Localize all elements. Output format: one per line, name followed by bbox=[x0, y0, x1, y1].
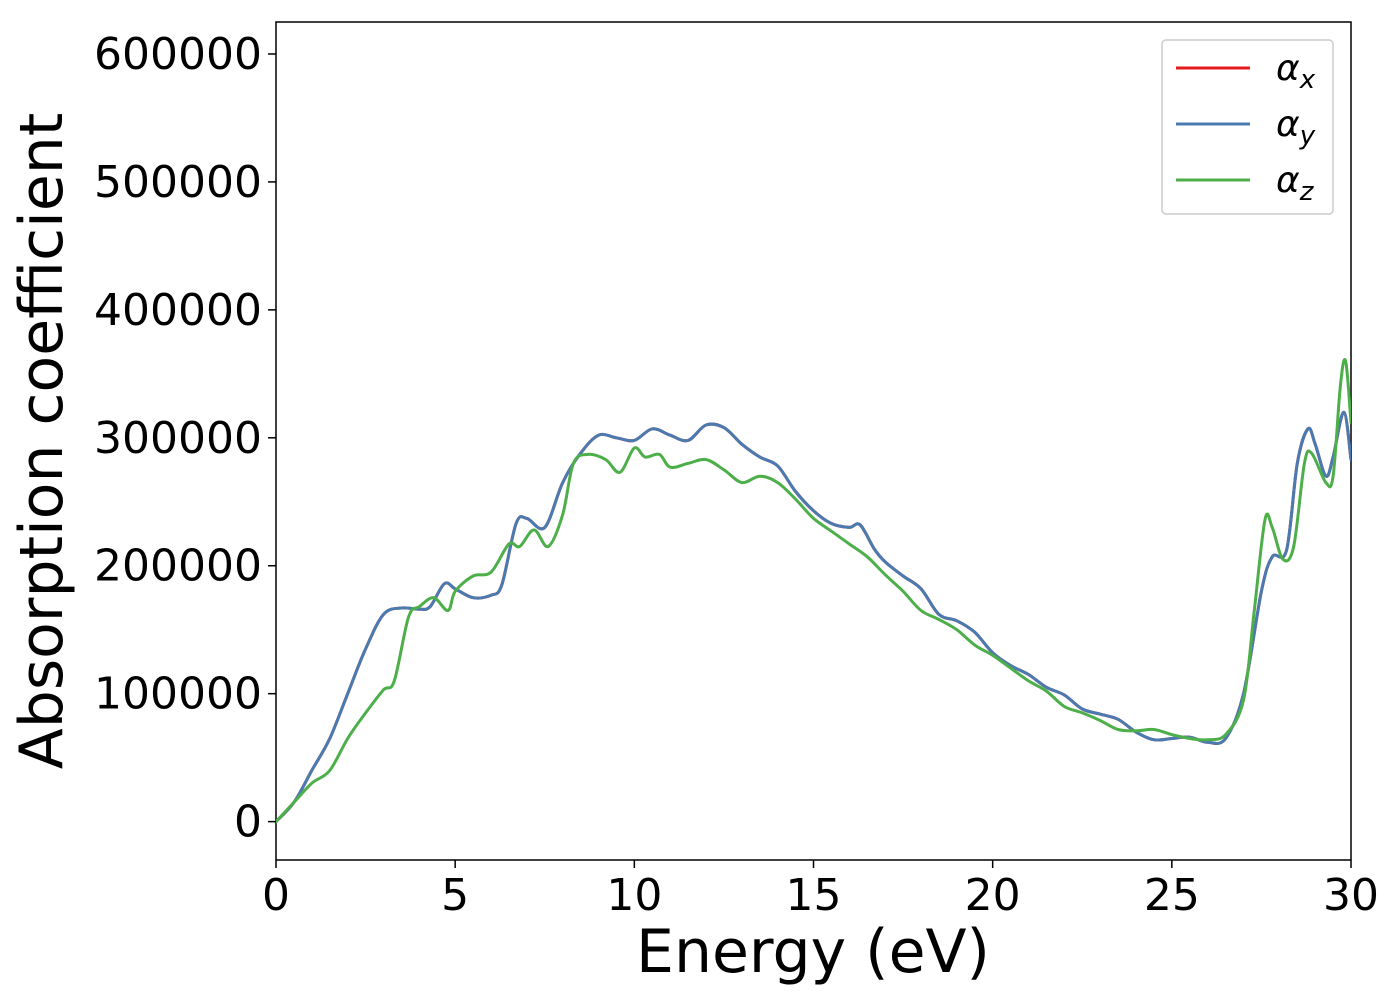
series-line-y bbox=[276, 410, 1351, 824]
x-tick-label: 20 bbox=[965, 870, 1021, 921]
legend-label-x: αx bbox=[1276, 48, 1316, 95]
series-line-x bbox=[276, 410, 1351, 824]
legend-label-subscript: z bbox=[1299, 177, 1315, 207]
y-tick-label: 300000 bbox=[94, 413, 262, 464]
legend-label-base: α bbox=[1276, 104, 1300, 145]
y-tick-label: 100000 bbox=[94, 669, 262, 720]
series-line-z bbox=[276, 358, 1351, 824]
x-tick-label: 30 bbox=[1323, 870, 1379, 921]
series-layer bbox=[276, 358, 1351, 824]
legend-label-base: α bbox=[1276, 48, 1300, 89]
y-tick-label: 500000 bbox=[94, 157, 262, 208]
y-tick-label: 400000 bbox=[94, 285, 262, 336]
y-tick-label: 200000 bbox=[94, 541, 262, 592]
x-tick-label: 10 bbox=[606, 870, 662, 921]
legend-label-z: αz bbox=[1276, 160, 1315, 207]
x-tick-label: 15 bbox=[786, 870, 842, 921]
legend-box bbox=[1161, 39, 1334, 215]
legend-label-y: αy bbox=[1276, 104, 1316, 151]
x-axis-label: Energy (eV) bbox=[636, 917, 990, 987]
x-tick-label: 5 bbox=[441, 870, 469, 921]
legend-label-subscript: y bbox=[1299, 121, 1316, 151]
legend-label-subscript: x bbox=[1299, 65, 1316, 95]
y-axis-label: Absorption coefficient bbox=[7, 113, 77, 770]
legend-label-base: α bbox=[1276, 160, 1300, 201]
y-axis: 0 100000 200000 300000 400000 500000 600000 bbox=[94, 29, 276, 848]
x-tick-label: 0 bbox=[262, 870, 290, 921]
y-tick-label: 600000 bbox=[94, 29, 262, 80]
x-axis: 0 5 10 15 20 25 30 bbox=[262, 860, 1379, 921]
y-tick-label: 0 bbox=[234, 797, 262, 848]
x-tick-label: 25 bbox=[1144, 870, 1200, 921]
